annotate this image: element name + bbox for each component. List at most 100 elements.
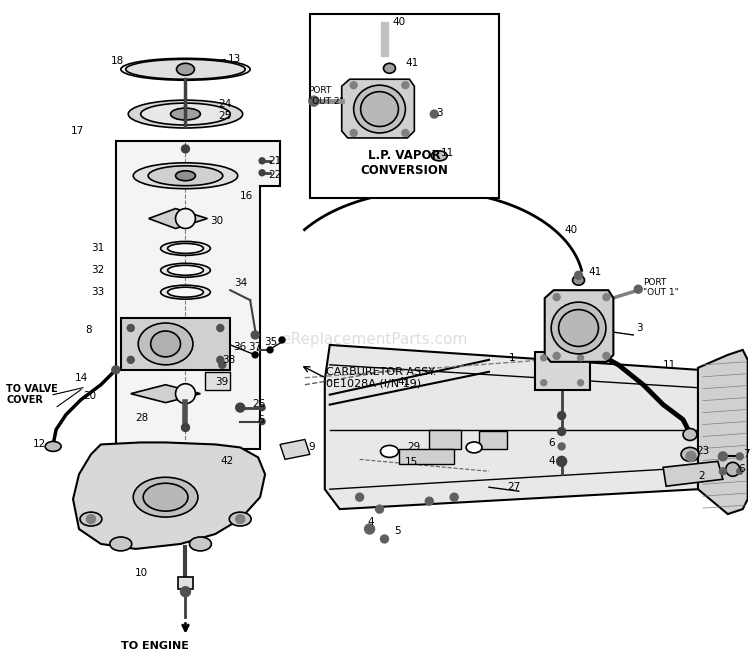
Text: 17: 17 bbox=[71, 126, 84, 136]
Circle shape bbox=[430, 110, 438, 118]
Text: 24: 24 bbox=[218, 99, 232, 109]
Ellipse shape bbox=[466, 442, 482, 453]
Ellipse shape bbox=[361, 91, 398, 126]
Text: 38: 38 bbox=[222, 355, 236, 365]
Polygon shape bbox=[535, 352, 590, 390]
Text: 34: 34 bbox=[234, 278, 248, 288]
Text: 4: 4 bbox=[549, 457, 555, 467]
Text: TO ENGINE: TO ENGINE bbox=[121, 642, 189, 651]
Text: 28: 28 bbox=[136, 413, 149, 422]
Text: TO VALVE
COVER: TO VALVE COVER bbox=[6, 384, 58, 405]
Polygon shape bbox=[178, 577, 194, 589]
Text: 36: 36 bbox=[233, 342, 247, 352]
Circle shape bbox=[251, 331, 259, 339]
Ellipse shape bbox=[551, 302, 606, 354]
Circle shape bbox=[719, 468, 726, 475]
Text: 6: 6 bbox=[549, 438, 555, 449]
Circle shape bbox=[182, 424, 190, 432]
Polygon shape bbox=[698, 350, 748, 514]
Circle shape bbox=[376, 505, 383, 513]
Ellipse shape bbox=[383, 63, 395, 73]
Ellipse shape bbox=[160, 285, 210, 299]
Circle shape bbox=[736, 468, 742, 474]
Text: 30: 30 bbox=[210, 216, 224, 226]
Ellipse shape bbox=[151, 331, 181, 357]
Text: 26: 26 bbox=[252, 399, 266, 409]
Circle shape bbox=[634, 285, 642, 293]
Circle shape bbox=[554, 293, 560, 301]
Circle shape bbox=[356, 494, 364, 501]
Ellipse shape bbox=[170, 108, 200, 120]
Text: 2: 2 bbox=[698, 471, 704, 481]
Circle shape bbox=[558, 443, 565, 450]
Circle shape bbox=[736, 453, 743, 460]
Text: 20: 20 bbox=[83, 391, 96, 401]
Circle shape bbox=[252, 352, 258, 358]
Text: PORT
"OUT 2": PORT "OUT 2" bbox=[308, 86, 344, 106]
Circle shape bbox=[259, 405, 265, 411]
Circle shape bbox=[259, 418, 265, 424]
Text: 13: 13 bbox=[228, 55, 242, 64]
Polygon shape bbox=[206, 372, 230, 390]
Text: 35: 35 bbox=[264, 337, 278, 347]
Ellipse shape bbox=[45, 442, 61, 451]
Circle shape bbox=[402, 82, 409, 89]
Circle shape bbox=[279, 337, 285, 343]
Text: 42: 42 bbox=[220, 457, 233, 467]
Circle shape bbox=[350, 82, 357, 89]
Ellipse shape bbox=[354, 85, 406, 133]
Circle shape bbox=[718, 452, 728, 461]
Text: 18: 18 bbox=[111, 57, 124, 66]
Ellipse shape bbox=[726, 463, 740, 476]
Ellipse shape bbox=[134, 163, 238, 189]
Circle shape bbox=[686, 451, 696, 461]
Polygon shape bbox=[342, 79, 414, 138]
Text: 27: 27 bbox=[507, 482, 520, 492]
Text: CARBURETOR ASSY.
0E1028A (I/N 19): CARBURETOR ASSY. 0E1028A (I/N 19) bbox=[326, 367, 436, 389]
Ellipse shape bbox=[572, 275, 584, 285]
Circle shape bbox=[176, 384, 196, 403]
Ellipse shape bbox=[141, 103, 230, 125]
Text: 21: 21 bbox=[268, 156, 281, 166]
Text: 6: 6 bbox=[738, 465, 745, 474]
Ellipse shape bbox=[128, 100, 243, 128]
Ellipse shape bbox=[167, 287, 203, 297]
Text: 7: 7 bbox=[742, 449, 749, 459]
Circle shape bbox=[182, 145, 190, 153]
Text: 11: 11 bbox=[663, 360, 676, 370]
Ellipse shape bbox=[167, 265, 203, 275]
Ellipse shape bbox=[148, 166, 223, 186]
Circle shape bbox=[541, 355, 547, 361]
Polygon shape bbox=[130, 385, 200, 403]
Circle shape bbox=[217, 324, 223, 332]
Text: 23: 23 bbox=[696, 446, 709, 457]
Text: 11: 11 bbox=[441, 148, 454, 158]
Text: 1: 1 bbox=[509, 353, 515, 363]
Text: eReplacementParts.com: eReplacementParts.com bbox=[281, 332, 468, 347]
Polygon shape bbox=[479, 432, 507, 449]
Text: 12: 12 bbox=[33, 440, 46, 449]
Ellipse shape bbox=[176, 63, 194, 75]
Text: 41: 41 bbox=[398, 377, 411, 387]
Circle shape bbox=[554, 353, 560, 359]
Text: L.P. VAPOR
CONVERSION: L.P. VAPOR CONVERSION bbox=[361, 149, 448, 177]
Ellipse shape bbox=[126, 59, 245, 79]
Circle shape bbox=[267, 347, 273, 353]
Ellipse shape bbox=[431, 151, 447, 161]
Circle shape bbox=[128, 357, 134, 363]
Ellipse shape bbox=[143, 483, 188, 511]
Text: 3: 3 bbox=[436, 108, 442, 118]
Circle shape bbox=[541, 380, 547, 386]
Circle shape bbox=[380, 535, 388, 543]
Circle shape bbox=[112, 366, 120, 374]
Text: 31: 31 bbox=[91, 243, 104, 253]
Ellipse shape bbox=[380, 445, 398, 457]
Circle shape bbox=[574, 271, 583, 279]
Ellipse shape bbox=[683, 428, 697, 440]
Polygon shape bbox=[73, 442, 265, 549]
Text: 22: 22 bbox=[268, 170, 281, 180]
Polygon shape bbox=[121, 318, 230, 370]
Text: 5: 5 bbox=[394, 526, 401, 536]
Circle shape bbox=[450, 494, 458, 501]
Text: 25: 25 bbox=[218, 111, 232, 121]
